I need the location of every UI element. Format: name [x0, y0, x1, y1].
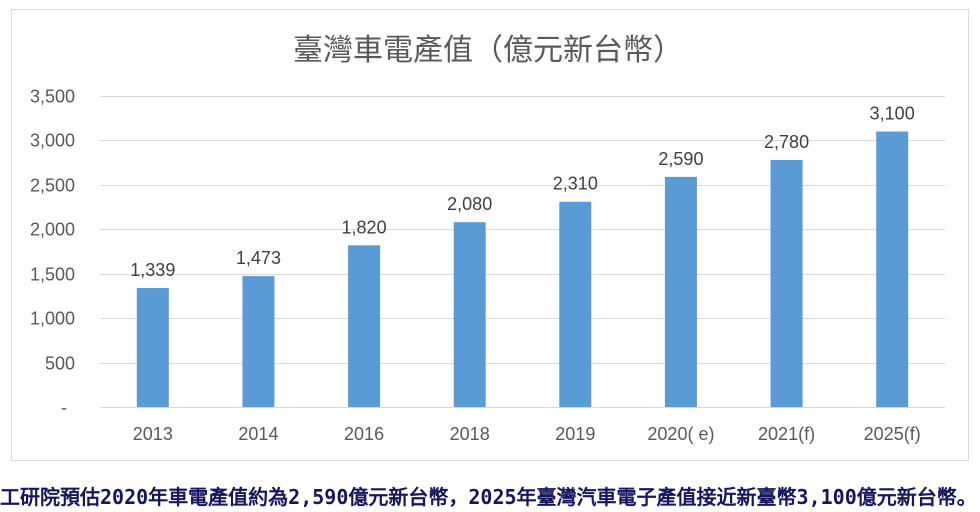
y-tick-label-0: -	[61, 398, 67, 418]
data-label-2021f: 2,780	[764, 132, 809, 152]
bar-2013	[136, 288, 169, 407]
data-label-2019: 2,310	[553, 174, 598, 194]
chart-title: 臺灣車電產值（億元新台幣）	[293, 34, 683, 67]
chart-frame	[11, 9, 969, 461]
caption-text: 工研院預估2020年車電產值約為2,590億元新台幣，2025年臺灣汽車電子產值…	[0, 485, 977, 509]
x-tick-label-2019: 2019	[555, 424, 595, 444]
bars	[136, 131, 909, 408]
x-tick-label-2021f: 2021(f)	[758, 424, 815, 444]
y-tick-label-2000: 2,000	[30, 220, 75, 240]
bar-2018	[453, 222, 486, 407]
bar-2021f	[770, 159, 803, 407]
y-tick-label-500: 500	[45, 354, 75, 374]
data-labels: 1,339 1,473 1,820 2,080 2,310 2,590 2,780 3,100	[130, 104, 914, 280]
x-axis: 2013 2014 2016 2018 2019 2020( e) 2021(f) 2025(…	[133, 424, 921, 444]
bar-2020e	[664, 176, 697, 407]
data-label-2016: 1,820	[342, 217, 387, 237]
x-tick-label-2014: 2014	[238, 424, 278, 444]
bar-2019	[559, 201, 592, 407]
y-tick-label-2500: 2,500	[30, 176, 75, 196]
data-label-2013: 1,339	[130, 260, 175, 280]
y-tick-label-3000: 3,000	[30, 131, 75, 151]
y-tick-label-1500: 1,500	[30, 265, 75, 285]
data-label-2020e: 2,590	[658, 149, 703, 169]
x-tick-label-2020e: 2020( e)	[647, 424, 714, 444]
y-tick-label-3500: 3,500	[30, 87, 75, 107]
x-tick-label-2016: 2016	[344, 424, 384, 444]
bar-2025f	[876, 131, 909, 408]
data-label-2025f: 3,100	[870, 104, 915, 124]
data-label-2018: 2,080	[447, 194, 492, 214]
bar-2016	[348, 245, 381, 407]
data-label-2014: 1,473	[236, 248, 281, 268]
x-tick-label-2013: 2013	[133, 424, 173, 444]
y-tick-label-1000: 1,000	[30, 309, 75, 329]
bar-2014	[242, 276, 275, 407]
x-tick-label-2018: 2018	[450, 424, 490, 444]
x-tick-label-2025f: 2025(f)	[864, 424, 921, 444]
bar-chart: 臺灣車電產值（億元新台幣） - 500 1,000 1,500 2,000 2,500 3,…	[30, 34, 945, 444]
gridlines	[100, 96, 945, 408]
y-axis: - 500 1,000 1,500 2,000 2,500 3,000 3,500	[30, 87, 75, 418]
